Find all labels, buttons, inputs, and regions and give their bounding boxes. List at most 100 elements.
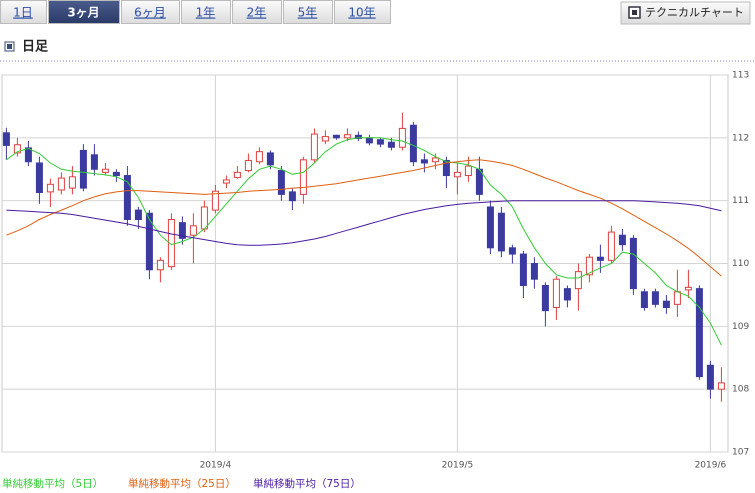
candle-body [629, 237, 637, 290]
tab[interactable] [0, 0, 47, 24]
candle-body [79, 149, 87, 189]
tab[interactable] [48, 0, 120, 24]
candle-body [552, 278, 560, 308]
candle-body [343, 134, 351, 139]
candle-body [211, 190, 219, 211]
candle-body [365, 137, 373, 144]
chart: 107 108 109 110 111 112 113 2019/4 2019/5 2019/6 [2, 71, 749, 471]
candle-body [134, 209, 142, 221]
candle-body [431, 157, 439, 163]
candle-body [519, 253, 527, 286]
y-tick-label: 113 [732, 71, 749, 81]
tab-bar: 1日 3ヶ月 6ヶ月 1年 2年 5年 10年 [0, 0, 391, 24]
tab-label[interactable]: 10年 [348, 6, 375, 20]
candle-body [398, 127, 406, 148]
candle-body [508, 247, 516, 255]
x-tick-label: 2019/5 [442, 461, 474, 471]
candle-body [24, 147, 32, 163]
candle-body [13, 144, 21, 154]
tab-label[interactable]: 1年 [196, 6, 216, 20]
candle-body [178, 222, 186, 239]
candle-body [200, 206, 208, 230]
candle-body [596, 256, 604, 261]
candle-body [2, 132, 10, 146]
candle-body [145, 212, 153, 271]
candle-body [266, 152, 274, 166]
tab[interactable] [334, 0, 391, 24]
legend-entry: 単純移動平均（25日） [128, 477, 236, 490]
candle-body [673, 291, 681, 305]
candle-body [530, 263, 538, 280]
technical-chart-button[interactable]: テクニカルチャート [620, 1, 751, 25]
tab[interactable] [283, 0, 333, 24]
button-icon-inner [632, 10, 637, 15]
legend: 単純移動平均（5日） 単純移動平均（25日） 単純移動平均（75日） [2, 477, 361, 490]
candle-body [409, 124, 417, 163]
candle-body [376, 139, 384, 145]
candle-body [46, 183, 54, 193]
y-tick-label: 108 [732, 385, 749, 395]
legend-entry: 単純移動平均（75日） [253, 477, 361, 490]
x-tick-label: 2019/4 [200, 461, 232, 471]
moving-average-line [6, 137, 722, 346]
candle-body [651, 291, 659, 305]
candle-body [684, 286, 692, 291]
candle-body [585, 256, 593, 276]
candle-body [563, 288, 571, 301]
section-title: 日足 [22, 40, 49, 55]
candle-body [310, 133, 318, 161]
candle-body [574, 271, 582, 290]
candle-body [486, 206, 494, 249]
candle-body [387, 141, 395, 148]
candle-body [695, 288, 703, 378]
candle-body [255, 151, 263, 163]
x-tick-label: 2019/6 [695, 461, 727, 471]
y-tick-label: 109 [732, 322, 749, 332]
legend-entry: 単純移動平均（5日） [2, 477, 103, 490]
candle-body [497, 212, 505, 252]
candle-body [277, 170, 285, 195]
candle-body [101, 168, 109, 173]
candle-body [354, 134, 362, 139]
candle-body [35, 162, 43, 193]
tab[interactable] [232, 0, 282, 24]
button-frame[interactable] [620, 1, 751, 25]
candle-body [57, 177, 65, 191]
candle-body [420, 159, 428, 164]
y-tick-label: 112 [732, 133, 749, 143]
candle-body [640, 291, 648, 308]
candle-body [189, 225, 197, 236]
y-tick-label: 111 [732, 196, 749, 206]
candle-body [717, 382, 725, 390]
moving-average-line [6, 200, 722, 246]
candle-body [662, 300, 670, 308]
candle-body [541, 284, 549, 312]
candle-body [90, 154, 98, 170]
tab-label[interactable]: 6ヶ月 [134, 6, 166, 20]
candle-body [167, 219, 175, 268]
tab-label[interactable]: 2年 [247, 6, 267, 20]
button-label[interactable]: テクニカルチャート [645, 6, 744, 19]
tab-label[interactable]: 1日 [13, 6, 33, 20]
candle-body [464, 165, 472, 177]
candle-body [321, 136, 329, 142]
candle-body [222, 179, 230, 184]
y-tick-label: 107 [732, 448, 749, 458]
section-icon-inner [7, 44, 12, 49]
candle-body [618, 234, 626, 246]
candle-body [288, 191, 296, 202]
candle-body [607, 231, 615, 261]
tab[interactable] [121, 0, 180, 24]
tab[interactable] [181, 0, 231, 24]
candle-body [332, 134, 340, 139]
moving-average-line [6, 159, 722, 277]
tab-label[interactable]: 3ヶ月 [67, 6, 99, 20]
candle-body [299, 159, 307, 195]
candle-body [244, 159, 252, 172]
candle-body [112, 171, 120, 177]
candle-body [706, 364, 714, 390]
candle-body [453, 171, 461, 178]
tab-label[interactable]: 5年 [298, 6, 318, 20]
candle-body [156, 259, 164, 271]
